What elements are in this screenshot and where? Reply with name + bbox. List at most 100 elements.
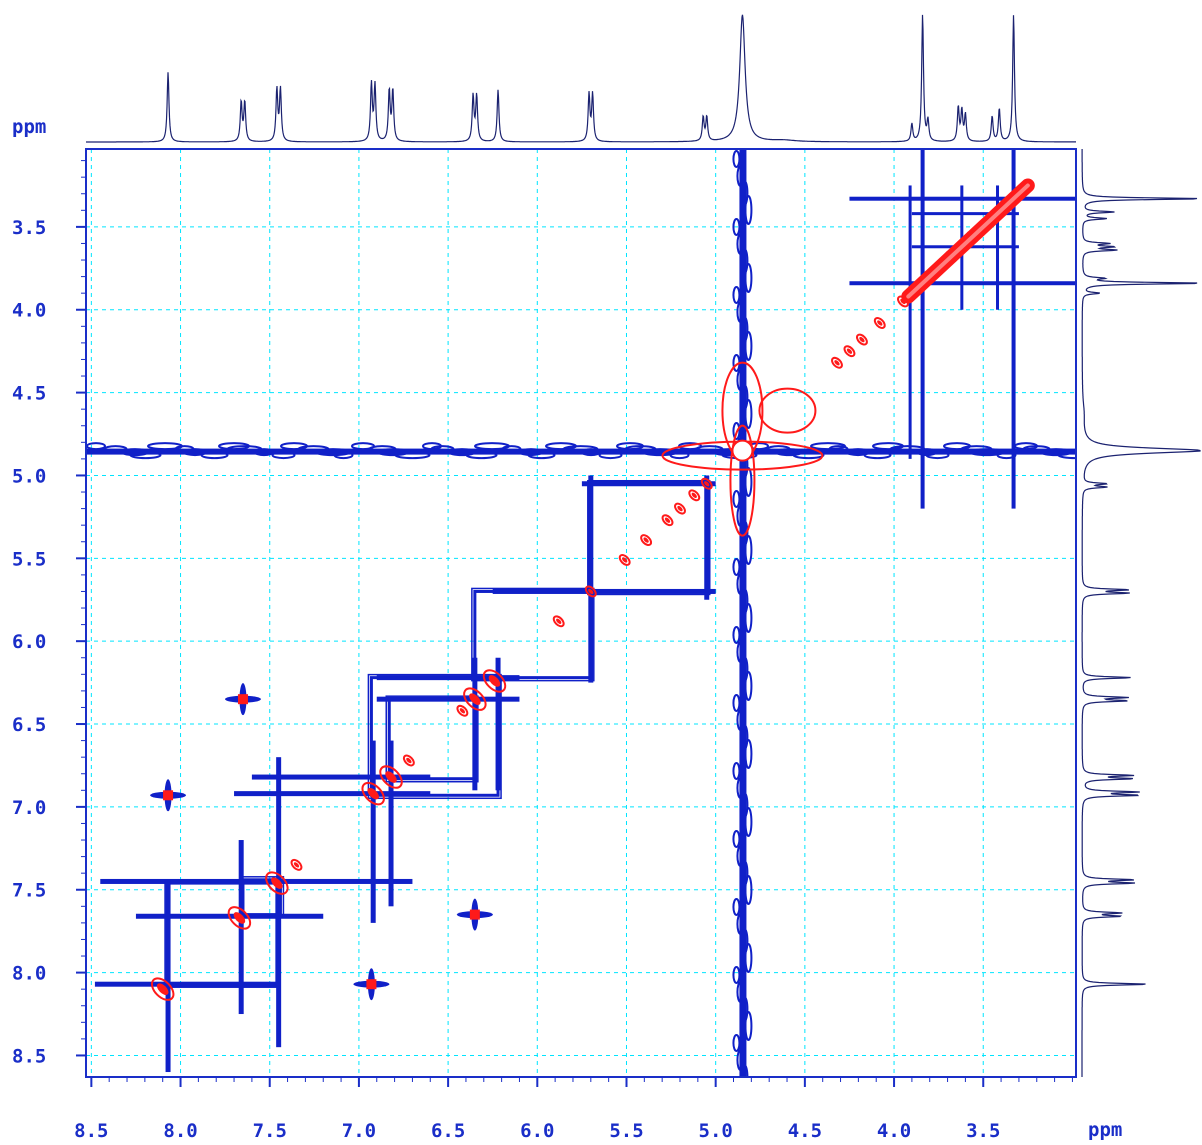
streak-vertical	[276, 757, 282, 1048]
coupling-box-outline	[587, 479, 711, 596]
diagonal-peak-core	[469, 693, 481, 705]
diagonal-peak-core	[459, 708, 466, 714]
diagonal-peak	[873, 317, 886, 329]
diagonal-peak-core	[859, 336, 865, 343]
diagonal-peak	[843, 345, 856, 358]
x-tick-label: 8.5	[74, 1120, 108, 1142]
y-axis-ticks: 3.5 4.0 4.5 5.0 5.5 6.0 6.5 7.0 7.5 8.0 8.5	[12, 160, 86, 1067]
diagonal-peak	[379, 765, 403, 789]
diagonal-peak	[700, 477, 713, 490]
contour-layer	[86, 149, 1076, 1077]
water-positive-contour	[758, 387, 817, 434]
diagonal-peak-core	[877, 320, 883, 326]
diagonal-peak	[150, 977, 175, 1001]
diagonal-peak-core	[846, 348, 853, 354]
coupling-box-outline	[367, 673, 502, 800]
streak-vertical	[370, 740, 376, 923]
diagonal-peak-core	[233, 912, 246, 924]
band-vertical	[920, 149, 925, 509]
diagonal-peak-core	[900, 298, 906, 305]
y-tick-label: 8.5	[12, 1045, 46, 1067]
x-tick-label: 5.0	[699, 1120, 733, 1142]
diagonal-peak-core	[156, 983, 169, 995]
streak-vertical	[472, 657, 478, 791]
y-axis-unit-label: ppm	[12, 116, 46, 138]
band-vertical	[1011, 149, 1016, 509]
cross-peak-positive	[366, 979, 377, 990]
streak-horizontal	[492, 588, 716, 594]
diagonal-peak	[361, 781, 385, 806]
streak-vertical	[588, 475, 594, 683]
right-projection-trace	[1081, 149, 1201, 1077]
x-tick-label: 7.5	[253, 1120, 287, 1142]
solvent-band-vertical	[739, 149, 747, 1077]
x-axis-ticks: 8.5 8.0 7.5 7.0 6.5 6.0 5.5 5.0 4.5 4.0 3.5	[74, 1077, 1073, 1142]
diagonal-peak-core	[704, 481, 710, 487]
right-projection-spectrum	[1081, 149, 1201, 1077]
y-tick-label: 8.0	[12, 963, 46, 985]
streak-vertical	[388, 740, 394, 907]
y-tick-label: 6.0	[12, 631, 46, 653]
water-peak-center	[731, 439, 754, 462]
x-tick-label: 6.5	[431, 1120, 465, 1142]
top-projection-trace	[86, 14, 1076, 143]
y-tick-label: 6.5	[12, 714, 46, 736]
band-vertical	[908, 185, 912, 459]
diagonal-peak-core	[367, 787, 379, 800]
x-tick-label: 8.0	[163, 1120, 197, 1142]
diagonal-peak	[674, 502, 686, 515]
y-tick-label: 7.0	[12, 797, 46, 819]
diagonal-peak-core	[293, 862, 300, 868]
diagonal-peak	[584, 585, 597, 598]
x-tick-label: 5.5	[609, 1120, 643, 1142]
streak-vertical	[238, 840, 244, 1015]
diagonal-peak-core	[677, 505, 683, 512]
diagonal-peak	[456, 704, 469, 717]
plot-frame	[85, 148, 1077, 1078]
streak-vertical	[165, 881, 171, 1073]
x-tick-label: 4.0	[877, 1120, 911, 1142]
x-axis-unit-label: ppm	[1088, 1119, 1122, 1141]
diagonal-peak	[640, 534, 653, 547]
diagonal-peak-core	[271, 877, 283, 889]
solvent-band-horizontal	[86, 448, 1076, 455]
diagonal-peak-core	[664, 517, 671, 523]
diagonal-peak	[618, 554, 631, 566]
cross-peak-positive	[469, 909, 480, 920]
x-tick-label: 7.0	[342, 1120, 376, 1142]
cross-peak-positive	[163, 790, 174, 801]
band-horizontal	[911, 212, 1019, 216]
streak-vertical	[495, 657, 501, 791]
coupling-box-outline	[471, 587, 595, 682]
y-tick-label: 4.5	[12, 383, 46, 405]
streak-horizontal	[376, 675, 520, 681]
streak-horizontal	[94, 981, 279, 987]
diagonal-peak	[482, 669, 507, 693]
top-projection-spectrum	[86, 14, 1076, 143]
diagonal-peak-core	[643, 537, 649, 543]
x-tick-label: 3.5	[966, 1120, 1000, 1142]
diagonal-peak	[831, 356, 843, 369]
streak-horizontal	[100, 878, 413, 884]
diagonal-peak-core	[691, 492, 697, 499]
diagonal-peak	[688, 489, 701, 502]
y-tick-label: 5.5	[12, 548, 46, 570]
diagonal-peak	[463, 687, 487, 711]
streak-vertical	[704, 475, 710, 600]
streak-horizontal	[251, 774, 431, 780]
diagonal-peak	[552, 615, 565, 628]
diagonal-peak	[265, 871, 289, 895]
diagonal-peak	[855, 333, 868, 346]
diagonal-peak	[227, 906, 252, 930]
diagonal-peak-core	[385, 771, 397, 783]
x-tick-label: 6.0	[520, 1120, 554, 1142]
y-tick-label: 7.5	[12, 880, 46, 902]
y-tick-label: 4.0	[12, 300, 46, 322]
diagonal-peak-core	[406, 757, 412, 764]
diagonal-peak-core	[488, 675, 501, 687]
diagonal-peak	[402, 754, 415, 767]
x-tick-label: 4.5	[788, 1120, 822, 1142]
y-tick-label: 3.5	[12, 217, 46, 239]
diagonal-peak	[290, 858, 303, 871]
